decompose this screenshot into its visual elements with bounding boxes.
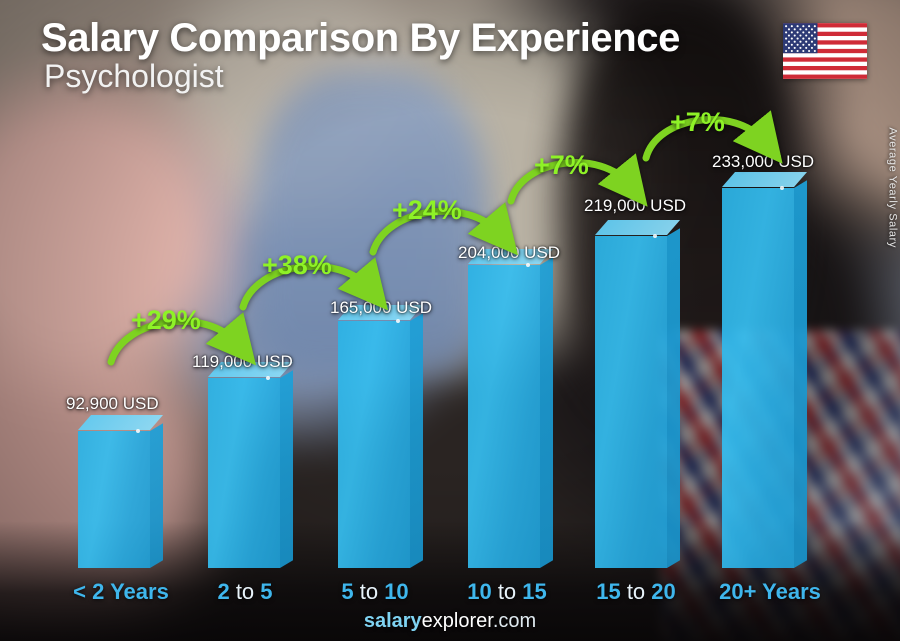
bar-side-face xyxy=(667,228,680,568)
brand-part-explorer: explorer xyxy=(421,610,493,632)
bar-front-face xyxy=(468,265,540,568)
x-label-part-b: 20 xyxy=(651,579,676,604)
bar-side-face xyxy=(794,180,807,568)
x-label-part-b: 15 xyxy=(522,579,547,604)
growth-label-0: +29% xyxy=(131,305,201,335)
growth-label-3: +7% xyxy=(534,150,589,180)
bar-front-face xyxy=(722,188,794,568)
x-label-part-a: < 2 xyxy=(73,579,105,604)
growth-arrow-3 xyxy=(506,143,656,209)
bar-3[interactable] xyxy=(468,249,554,568)
brand-part-salary: salary xyxy=(363,610,422,632)
bar-side-face xyxy=(540,257,553,568)
x-label-4: 15 to 20 xyxy=(561,579,711,605)
growth-label-1: +38% xyxy=(262,250,332,280)
bar-side-face xyxy=(150,423,163,568)
bar-highlight xyxy=(653,234,657,238)
x-label-part-a: 5 xyxy=(341,579,354,604)
x-label-part-mid: to xyxy=(235,579,255,604)
bar-side-face xyxy=(410,313,423,568)
x-label-part-mid: to xyxy=(359,579,379,604)
bar-side-face xyxy=(280,370,293,568)
bar-4[interactable] xyxy=(595,220,681,568)
bar-front-face xyxy=(595,236,667,568)
x-label-part-a: 10 xyxy=(467,579,492,604)
bar-highlight xyxy=(136,429,140,433)
brand-part-tld: .com xyxy=(492,610,537,632)
x-label-part-b: 5 xyxy=(260,579,273,604)
x-label-5: 20+ Years xyxy=(690,579,850,605)
x-label-part-b: Years xyxy=(762,579,821,604)
bar-5[interactable] xyxy=(722,172,808,568)
value-label-0: 92,900 USD xyxy=(66,394,159,413)
bar-front-face xyxy=(78,431,150,568)
bar-0[interactable] xyxy=(78,415,164,568)
footer-brand[interactable]: salaryexplorer.com xyxy=(0,610,900,633)
bar-2[interactable] xyxy=(338,305,424,568)
bar-highlight xyxy=(780,186,784,190)
growth-label-2: +24% xyxy=(392,195,462,225)
x-label-1: 2 to 5 xyxy=(180,579,310,605)
x-label-part-a: 20+ xyxy=(719,579,757,604)
bar-front-face xyxy=(338,321,410,568)
growth-arrow-2 xyxy=(368,190,528,260)
x-label-part-b: 10 xyxy=(384,579,409,604)
bar-highlight xyxy=(266,376,270,380)
x-label-part-a: 15 xyxy=(596,579,621,604)
growth-label-4: +7% xyxy=(670,107,725,137)
bar-top-face xyxy=(722,172,808,187)
bar-top-face xyxy=(78,415,164,430)
x-label-part-b: Years xyxy=(110,579,169,604)
page-subtitle: Psychologist xyxy=(44,58,224,94)
x-label-part-mid: to xyxy=(497,579,517,604)
us-flag-icon xyxy=(783,23,867,79)
bar-1[interactable] xyxy=(208,362,294,568)
growth-arrow-0 xyxy=(106,300,266,370)
x-label-0: < 2 Years xyxy=(46,579,196,605)
bar-top-face xyxy=(595,220,681,235)
x-label-3: 10 to 15 xyxy=(432,579,582,605)
bar-front-face xyxy=(208,378,280,568)
x-label-part-a: 2 xyxy=(217,579,230,604)
growth-arrow-1 xyxy=(238,245,398,315)
x-label-part-mid: to xyxy=(626,579,646,604)
growth-arrow-4 xyxy=(641,100,791,166)
x-label-2: 5 to 10 xyxy=(305,579,445,605)
bar-highlight xyxy=(526,263,530,267)
background-figure-center xyxy=(255,70,485,370)
bar-highlight xyxy=(396,319,400,323)
page-title: Salary Comparison By Experience xyxy=(41,16,680,60)
